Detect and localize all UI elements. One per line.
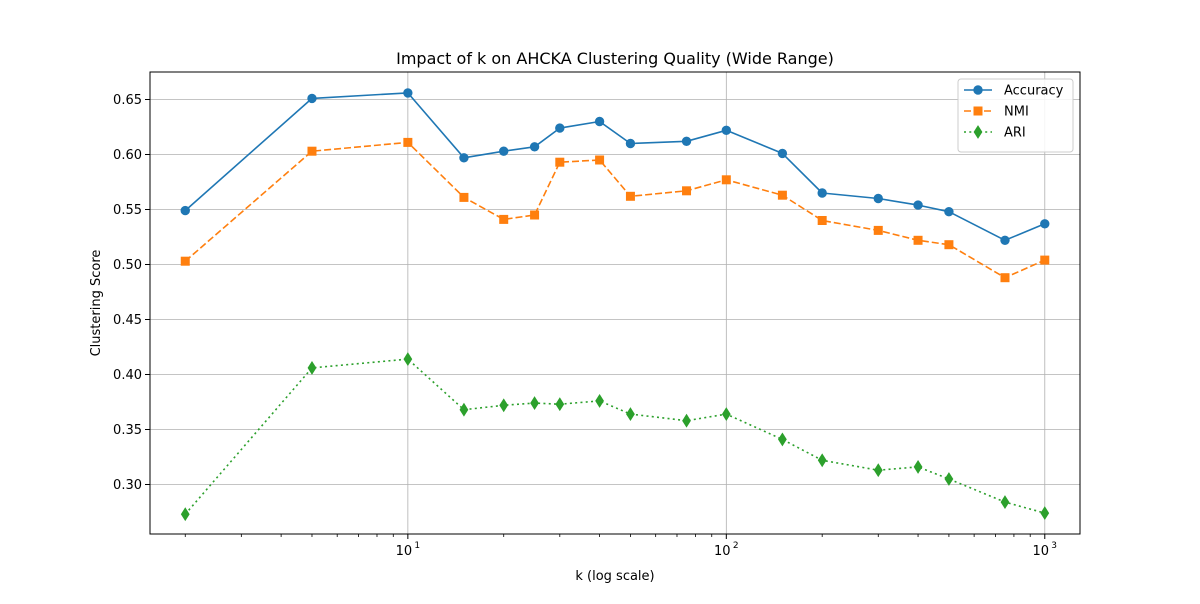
x-axis-label: k (log scale) xyxy=(575,569,654,584)
accuracy-point xyxy=(307,93,317,104)
x-tick-label: 10 xyxy=(1033,544,1050,559)
y-tick-label: 0.35 xyxy=(113,423,142,438)
y-tick-label: 0.50 xyxy=(113,258,142,273)
series-nmi xyxy=(180,137,1050,283)
y-tick-label: 0.30 xyxy=(113,478,142,493)
legend: Accuracy NMI ARI xyxy=(957,78,1074,153)
accuracy-point xyxy=(1040,219,1050,229)
x-tick-label: 10 xyxy=(714,544,731,559)
series-group xyxy=(180,88,1050,522)
y-tick-label: 0.60 xyxy=(113,148,142,163)
ari-point xyxy=(403,352,413,367)
nmi-point xyxy=(721,175,731,185)
nmi-point xyxy=(913,235,923,245)
ari-point xyxy=(682,413,691,428)
legend-item-nmi: NMI xyxy=(964,105,1029,120)
x-tick-exponent: 3 xyxy=(1051,541,1057,551)
y-axis-label: Clustering Score xyxy=(89,250,104,357)
accuracy-point xyxy=(555,123,565,133)
legend-item-ari: ARI xyxy=(964,125,1026,141)
accuracy-point xyxy=(499,146,509,156)
ari-point xyxy=(944,472,954,486)
nmi-point xyxy=(777,190,787,200)
legend-marker-ari xyxy=(973,125,983,139)
nmi-point xyxy=(682,186,692,196)
accuracy-point xyxy=(944,207,954,217)
nmi-point xyxy=(817,216,827,225)
ari-point xyxy=(307,360,317,375)
accuracy-point xyxy=(681,136,692,147)
nmi-line xyxy=(184,141,1046,279)
legend-item-accuracy: Accuracy xyxy=(964,84,1064,99)
accuracy-line xyxy=(184,92,1046,242)
series-ari xyxy=(180,352,1050,522)
accuracy-point xyxy=(873,193,883,204)
accuracy-point xyxy=(1000,235,1010,246)
nmi-point xyxy=(625,191,635,201)
y-tick-label: 0.65 xyxy=(113,93,142,108)
x-tick-label: 10 xyxy=(396,544,413,559)
ari-point xyxy=(595,393,604,408)
y-tick-label: 0.45 xyxy=(113,313,142,328)
series-accuracy xyxy=(180,88,1050,246)
legend-label-ari: ARI xyxy=(1004,126,1026,141)
nmi-point xyxy=(873,225,883,235)
accuracy-point xyxy=(721,125,732,136)
ari-point xyxy=(817,453,827,468)
nmi-point xyxy=(944,240,954,250)
nmi-point xyxy=(307,146,317,156)
nmi-point xyxy=(530,210,540,220)
ari-point xyxy=(873,463,883,478)
ari-point xyxy=(778,432,787,447)
legend-label-nmi: NMI xyxy=(1004,105,1029,120)
accuracy-point xyxy=(913,200,923,210)
y-tick-label: 0.55 xyxy=(113,203,142,218)
ari-line xyxy=(184,358,1045,515)
legend-marker-nmi xyxy=(973,106,983,116)
nmi-point xyxy=(595,155,605,165)
ari-point xyxy=(530,396,539,411)
accuracy-point xyxy=(180,205,190,216)
accuracy-point xyxy=(459,153,469,163)
ari-point xyxy=(555,397,565,412)
plot-area-frame xyxy=(149,71,1081,535)
legend-label-accuracy: Accuracy xyxy=(1004,84,1064,99)
nmi-point xyxy=(1040,255,1050,265)
ari-point xyxy=(626,407,635,422)
legend-box xyxy=(957,78,1074,153)
nmi-point xyxy=(1000,273,1010,283)
ari-point xyxy=(459,402,469,417)
accuracy-point xyxy=(594,116,605,127)
nmi-point xyxy=(180,256,190,266)
accuracy-point xyxy=(529,142,540,152)
accuracy-point xyxy=(625,138,636,149)
ari-point xyxy=(721,407,731,422)
nmi-point xyxy=(499,214,509,224)
ari-point xyxy=(1000,495,1010,510)
accuracy-point xyxy=(777,148,788,159)
x-tick-exponent: 2 xyxy=(733,541,739,551)
legend-marker-accuracy xyxy=(973,85,983,95)
nmi-point xyxy=(403,137,413,147)
accuracy-point xyxy=(817,188,827,198)
nmi-point xyxy=(555,157,565,167)
y-tick-label: 0.40 xyxy=(113,368,142,383)
ari-point xyxy=(499,398,509,413)
accuracy-point xyxy=(403,88,413,98)
x-tick-exponent: 1 xyxy=(414,541,420,551)
grid xyxy=(150,72,1080,534)
chart-title: Impact of k on AHCKA Clustering Quality … xyxy=(396,49,834,68)
nmi-point xyxy=(459,192,469,202)
ari-point xyxy=(913,459,923,474)
ari-point xyxy=(1040,506,1050,521)
ari-point xyxy=(180,507,190,522)
